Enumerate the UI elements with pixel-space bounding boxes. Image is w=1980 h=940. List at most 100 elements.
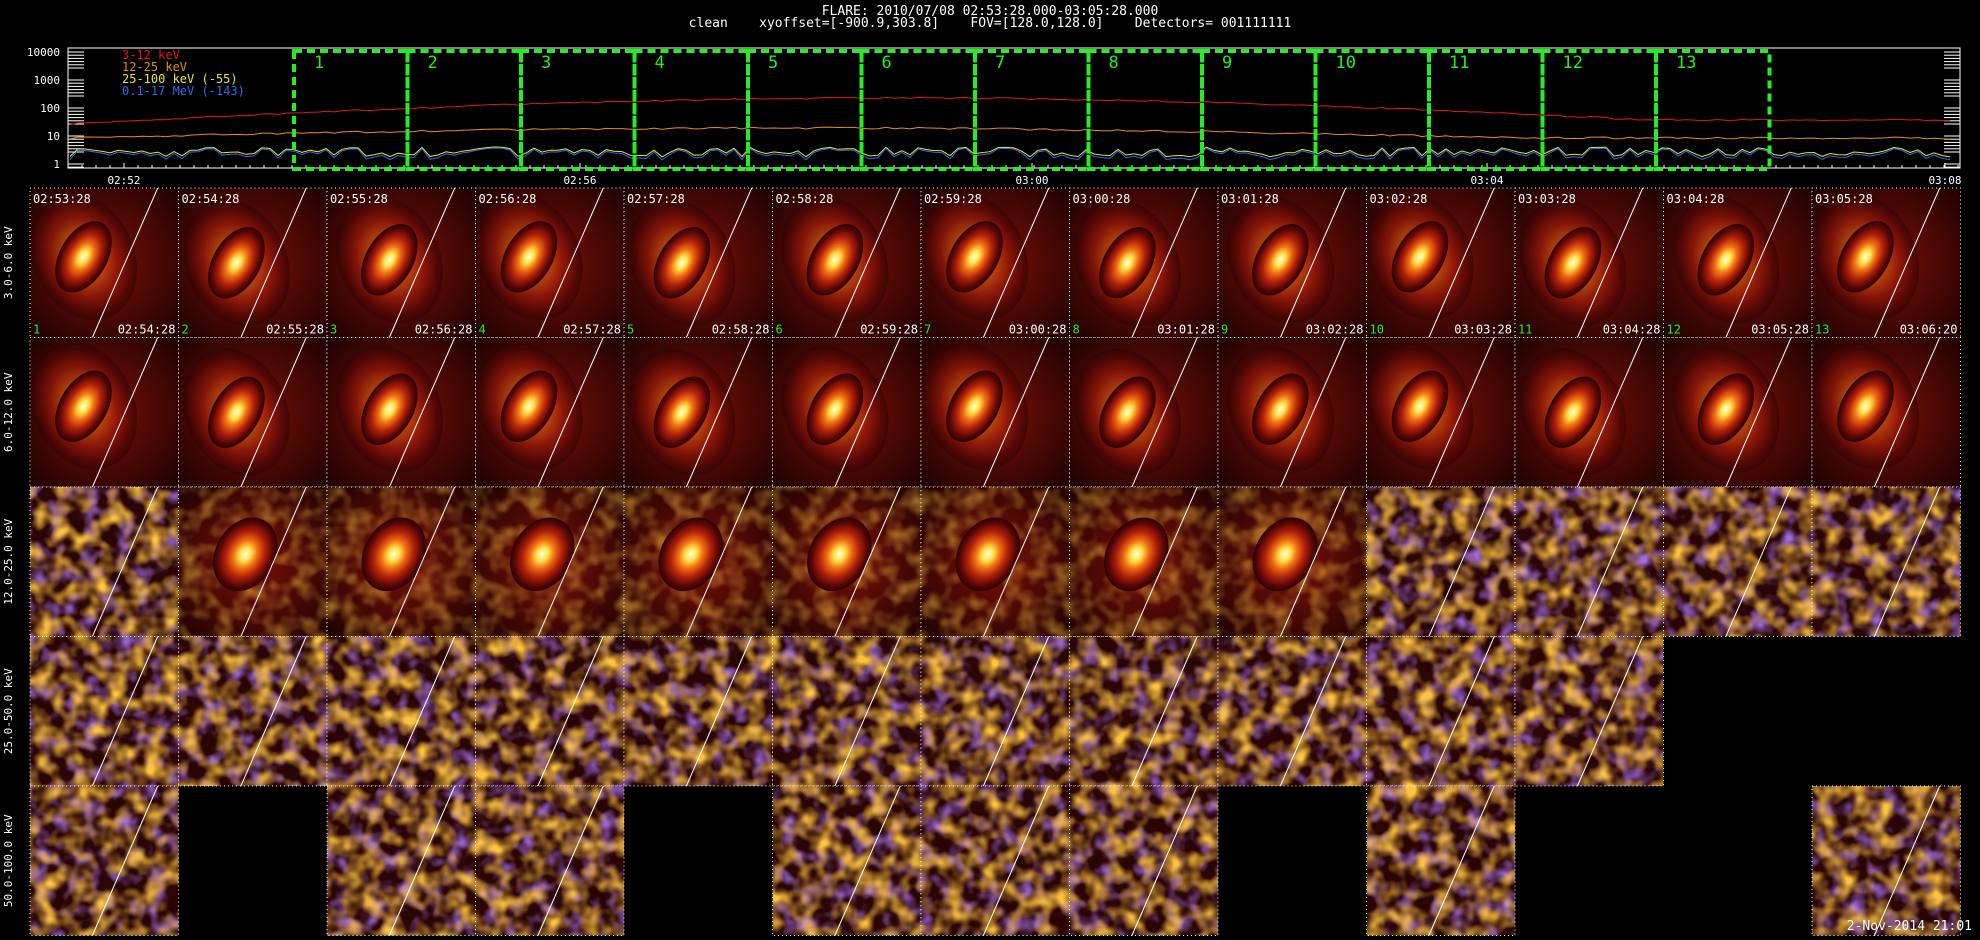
curve-3-12-kev — [69, 96, 1951, 126]
source-core — [208, 376, 265, 448]
legend-entry: 12-25 keV — [122, 60, 187, 74]
noise-texture — [178, 636, 327, 786]
x-tick-label: 02:56 — [563, 174, 596, 187]
panel-end-time: 02:56:28 — [415, 323, 473, 337]
image-panel — [475, 337, 625, 488]
noise-texture — [1366, 487, 1515, 637]
solar-limb-line — [91, 337, 159, 488]
image-panel — [1069, 337, 1219, 488]
solar-limb-line — [834, 636, 901, 787]
solar-limb-line — [1428, 187, 1495, 338]
legend-entry: 0.1-17 MeV (-143) — [122, 84, 245, 98]
solar-limb-line — [537, 187, 604, 338]
interval-label: 3 — [541, 53, 551, 73]
noise-texture — [30, 786, 179, 936]
solar-limb-line — [388, 636, 456, 787]
panel-border — [1217, 636, 1367, 787]
interval-label: 1 — [314, 53, 324, 73]
noise-texture — [1366, 636, 1515, 786]
solar-limb-line — [834, 187, 901, 338]
source-core — [510, 517, 575, 592]
solar-limb-line — [1428, 636, 1495, 787]
image-parameters: clean xyoffset=[-900.9,303.8] FOV=[128.0… — [688, 16, 1292, 31]
panel-border — [1811, 785, 1961, 936]
interval-label: 6 — [882, 53, 892, 73]
solar-limb-line — [834, 486, 901, 637]
image-panel — [475, 785, 625, 936]
x-tick-label: 03:04 — [1470, 174, 1503, 187]
y-tick-label: 1000 — [34, 74, 61, 87]
noise-texture — [772, 636, 921, 786]
noise-texture — [475, 786, 624, 936]
panel-interval-number: 2 — [182, 323, 189, 337]
solar-limb-line — [1428, 785, 1495, 936]
panel-start-time: 03:03:28 — [1518, 192, 1576, 206]
panel-interval-number: 13 — [1815, 323, 1829, 337]
solar-limb-line — [240, 187, 307, 338]
source-core — [1697, 224, 1755, 296]
panel-end-time: 03:04:28 — [1603, 323, 1661, 337]
panel-end-time: 02:54:28 — [118, 323, 176, 337]
curve-0.1-17-mev — [69, 147, 1951, 161]
solar-limb-line — [685, 337, 753, 488]
panel-end-time: 03:03:28 — [1454, 323, 1512, 337]
source-core — [653, 227, 711, 299]
image-panel — [1811, 486, 1961, 637]
source-core — [1104, 517, 1169, 592]
panel-border — [1811, 486, 1961, 637]
source-core — [653, 376, 711, 448]
image-panel: 03:00:28 03:01:28 8 — [1069, 187, 1219, 338]
noise-texture — [1515, 487, 1664, 637]
image-panel: 02:58:28 02:59:28 6 — [772, 187, 922, 338]
x-tick-label: 02:52 — [107, 174, 140, 187]
panel-border — [475, 785, 625, 936]
source-core — [946, 370, 1003, 442]
solar-limb-line — [1873, 486, 1941, 637]
panel-interval-number: 1 — [33, 323, 40, 337]
solar-limb-line — [1576, 337, 1644, 488]
solar-limb-line — [1725, 337, 1792, 488]
solar-limb-line — [1428, 337, 1495, 488]
source-core — [208, 227, 265, 299]
solar-limb-line — [537, 337, 604, 488]
source-core — [955, 517, 1021, 592]
image-panel — [29, 636, 179, 787]
interval-label: 13 — [1676, 53, 1696, 73]
solar-limb-line — [982, 636, 1050, 787]
panel-start-time: 03:05:28 — [1815, 192, 1873, 206]
image-panel: 03:04:28 03:05:28 12 — [1663, 187, 1813, 338]
energy-row-label: 25.0-50.0 keV — [2, 668, 15, 754]
source-core — [1391, 370, 1449, 442]
panel-interval-number: 4 — [479, 323, 486, 337]
source-core — [1544, 227, 1602, 299]
image-panel — [1217, 337, 1367, 488]
panel-border — [772, 785, 922, 936]
image-panel: 02:56:28 02:57:28 4 — [475, 187, 625, 338]
creation-date: 2-Nov-2014 21:01 — [1846, 919, 1972, 934]
noise-texture — [1812, 487, 1961, 637]
panel-border — [623, 636, 773, 787]
interval-box — [1654, 49, 1772, 171]
image-panel — [1069, 486, 1219, 637]
legend-entry: 3-12 keV — [122, 48, 180, 62]
panel-interval-number: 3 — [330, 323, 337, 337]
solar-limb-line — [1131, 187, 1198, 338]
solar-limb-line — [1279, 337, 1347, 488]
noise-texture — [1069, 786, 1218, 936]
interval-label: 5 — [768, 53, 778, 73]
image-panel — [29, 785, 179, 936]
solar-limb-line — [240, 636, 307, 787]
interval-label: 2 — [428, 53, 438, 73]
source-core — [658, 517, 724, 592]
solar-limb-line — [1576, 187, 1644, 338]
panel-border — [29, 785, 179, 936]
lightcurve-plot: 10000 1000 100 10 1 02:52 02:56 03:00 03:04 03:08… — [27, 46, 1962, 187]
image-panel: 03:01:28 03:02:28 9 — [1217, 187, 1367, 338]
panel-start-time: 02:58:28 — [776, 192, 834, 206]
image-panel — [178, 636, 328, 787]
noise-texture — [475, 636, 624, 786]
image-panel: 02:54:28 02:55:28 2 — [178, 187, 328, 338]
source-core — [1697, 373, 1755, 445]
curve-12-25-kev — [69, 126, 1951, 140]
source-core — [1252, 517, 1318, 592]
